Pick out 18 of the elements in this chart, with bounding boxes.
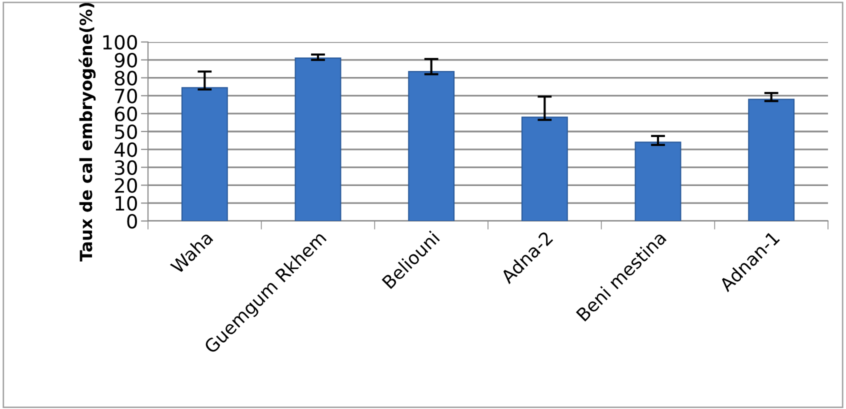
y-tick-label: 100 (103, 34, 137, 50)
bar (748, 98, 795, 221)
y-tick-label: 20 (114, 178, 137, 193)
y-axis-title: Taux de cal embryogéne(%) (78, 2, 96, 262)
bar (294, 58, 342, 221)
y-tick-label: 50 (115, 124, 137, 140)
y-tick-label: 10 (116, 196, 137, 211)
bar (181, 87, 228, 221)
y-tick-label: 0 (127, 214, 137, 229)
y-tick-label: 90 (114, 52, 137, 68)
bar (408, 70, 455, 221)
y-tick-label: 30 (115, 160, 137, 175)
y-tick-label: 70 (115, 88, 137, 104)
bar (521, 116, 568, 221)
y-tick-label: 40 (114, 142, 137, 158)
bar (634, 142, 682, 221)
y-tick-label: 80 (114, 70, 137, 86)
y-tick-label: 60 (114, 106, 137, 122)
